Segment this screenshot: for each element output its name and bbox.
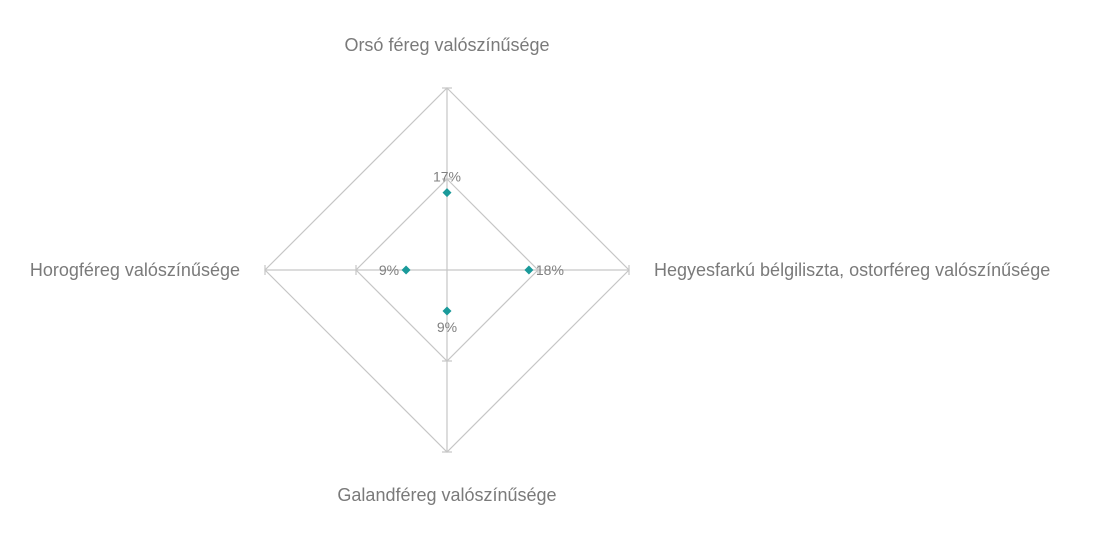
category-label-0: Orsó féreg valószínűsége [344,35,549,55]
category-labels: Orsó féreg valószínűsége Hegyesfarkú bél… [30,35,1050,505]
point-0-2 [442,306,452,316]
data-label-0-0: 17% [433,169,461,185]
data-label-0-3: 9% [379,262,399,278]
point-0-1 [524,265,534,275]
point-0-3 [401,265,411,275]
category-label-2: Galandféreg valószínűsége [337,485,556,505]
data-label-0-2: 9% [437,319,457,335]
category-label-1: Hegyesfarkú bélgiliszta, ostorféreg való… [654,260,1050,280]
category-label-3: Horogféreg valószínűsége [30,260,240,280]
series: 17% 18% 9% 9% [379,169,564,335]
point-0-0 [442,188,452,198]
data-label-0-1: 18% [536,262,564,278]
grid [264,87,630,453]
